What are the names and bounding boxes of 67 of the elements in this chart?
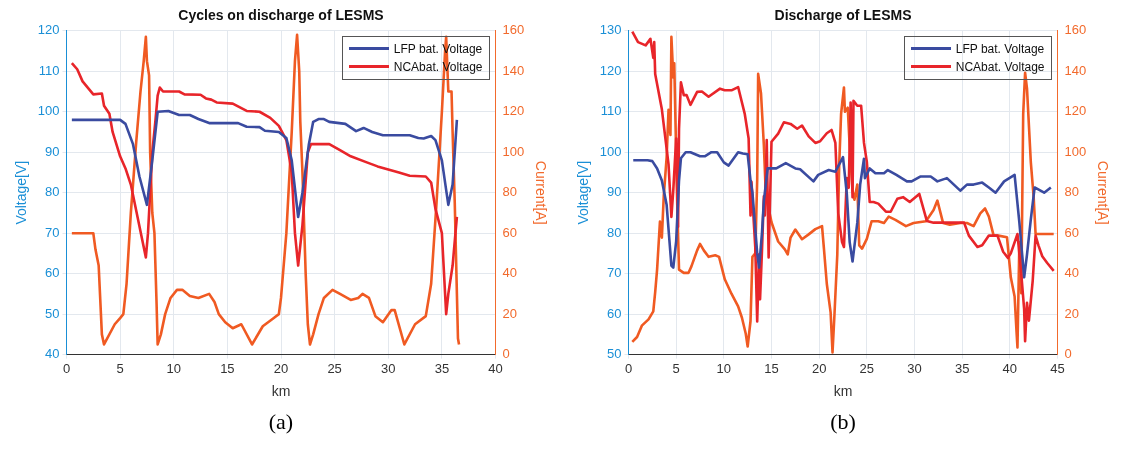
x-tick-label: 0 xyxy=(624,360,633,376)
y2-axis-title: Current[A] xyxy=(532,160,549,225)
y-tick-label: 40 xyxy=(45,346,60,362)
chart-title: Cycles on discharge of LESMS xyxy=(178,7,384,24)
x-axis-title: km xyxy=(833,383,853,400)
y-tick-label: 100 xyxy=(599,143,622,159)
y-tick-label: 70 xyxy=(45,224,60,240)
text: (a) xyxy=(267,409,295,435)
x-tick-label: 30 xyxy=(907,360,922,376)
y2-tick-label: 140 xyxy=(1064,62,1087,78)
x-tick-label: 20 xyxy=(811,360,827,376)
x-tick-label: 0 xyxy=(62,360,71,376)
y-tick-label: 110 xyxy=(38,62,60,78)
y2-tick-label: 20 xyxy=(502,305,517,321)
x-tick-label: 5 xyxy=(672,360,680,376)
y2-tick-label: 100 xyxy=(502,143,525,159)
y2-tick-label: 80 xyxy=(1064,184,1079,200)
x-tick-label: 25 xyxy=(859,360,875,376)
y-axis-title: Voltage[V] xyxy=(575,160,592,225)
y2-tick-label: 80 xyxy=(502,184,517,200)
y-tick-label: 50 xyxy=(45,305,60,321)
y-tick-label: 120 xyxy=(37,22,60,38)
y-tick-label: 70 xyxy=(607,265,622,281)
x-tick-label: 40 xyxy=(1002,360,1018,376)
y-tick-label: 60 xyxy=(607,305,622,321)
y-tick-label: 100 xyxy=(37,103,60,119)
y2-tick-label: 160 xyxy=(502,22,525,38)
x-tick-label: 20 xyxy=(273,360,289,376)
chart-title: Discharge of LESMS xyxy=(774,7,912,24)
y-tick-label: 60 xyxy=(45,265,60,281)
y2-axis-title: Current[A] xyxy=(1094,160,1111,225)
text: (b) xyxy=(829,409,857,435)
x-tick-label: 15 xyxy=(220,360,235,376)
y2-tick-label: 0 xyxy=(1064,346,1072,362)
x-tick-label: 35 xyxy=(434,360,450,376)
y-tick-label: 120 xyxy=(599,62,622,78)
y2-tick-label: 160 xyxy=(1064,22,1087,38)
x-tick-label: 25 xyxy=(327,360,342,376)
x-tick-label: 10 xyxy=(166,360,181,376)
x-tick-label: 10 xyxy=(716,360,732,376)
y2-tick-label: 60 xyxy=(502,224,517,240)
y-tick-label: 130 xyxy=(599,22,622,38)
legend-label: LFP bat. Voltage xyxy=(955,40,1045,58)
y-axis-title: Voltage[V] xyxy=(13,160,30,225)
y2-tick-label: 120 xyxy=(1064,103,1087,119)
y2-tick-label: 120 xyxy=(502,103,525,119)
x-tick-label: 30 xyxy=(381,360,396,376)
legend-label: NCAbat. Voltage xyxy=(955,58,1045,76)
x-tick-label: 5 xyxy=(116,360,124,376)
y2-tick-label: 100 xyxy=(1064,143,1087,159)
x-tick-label: 35 xyxy=(954,360,970,376)
y2-tick-label: 20 xyxy=(1064,305,1079,321)
y2-tick-label: 140 xyxy=(502,62,525,78)
y-tick-label: 90 xyxy=(45,143,60,159)
y-tick-label: 80 xyxy=(45,184,60,200)
y-tick-label: 80 xyxy=(607,224,622,240)
y-tick-label: 90 xyxy=(607,184,622,200)
x-tick-label: 45 xyxy=(1050,360,1065,376)
y2-tick-label: 60 xyxy=(1064,224,1079,240)
y2-tick-label: 40 xyxy=(1064,265,1079,281)
y-tick-label: 50 xyxy=(607,346,622,362)
x-axis-title: km xyxy=(271,383,291,400)
y2-tick-label: 40 xyxy=(502,265,517,281)
x-tick-label: 40 xyxy=(488,360,503,376)
y2-tick-label: 0 xyxy=(502,346,510,362)
x-tick-label: 15 xyxy=(764,360,779,376)
y-tick-label: 110 xyxy=(600,103,622,119)
